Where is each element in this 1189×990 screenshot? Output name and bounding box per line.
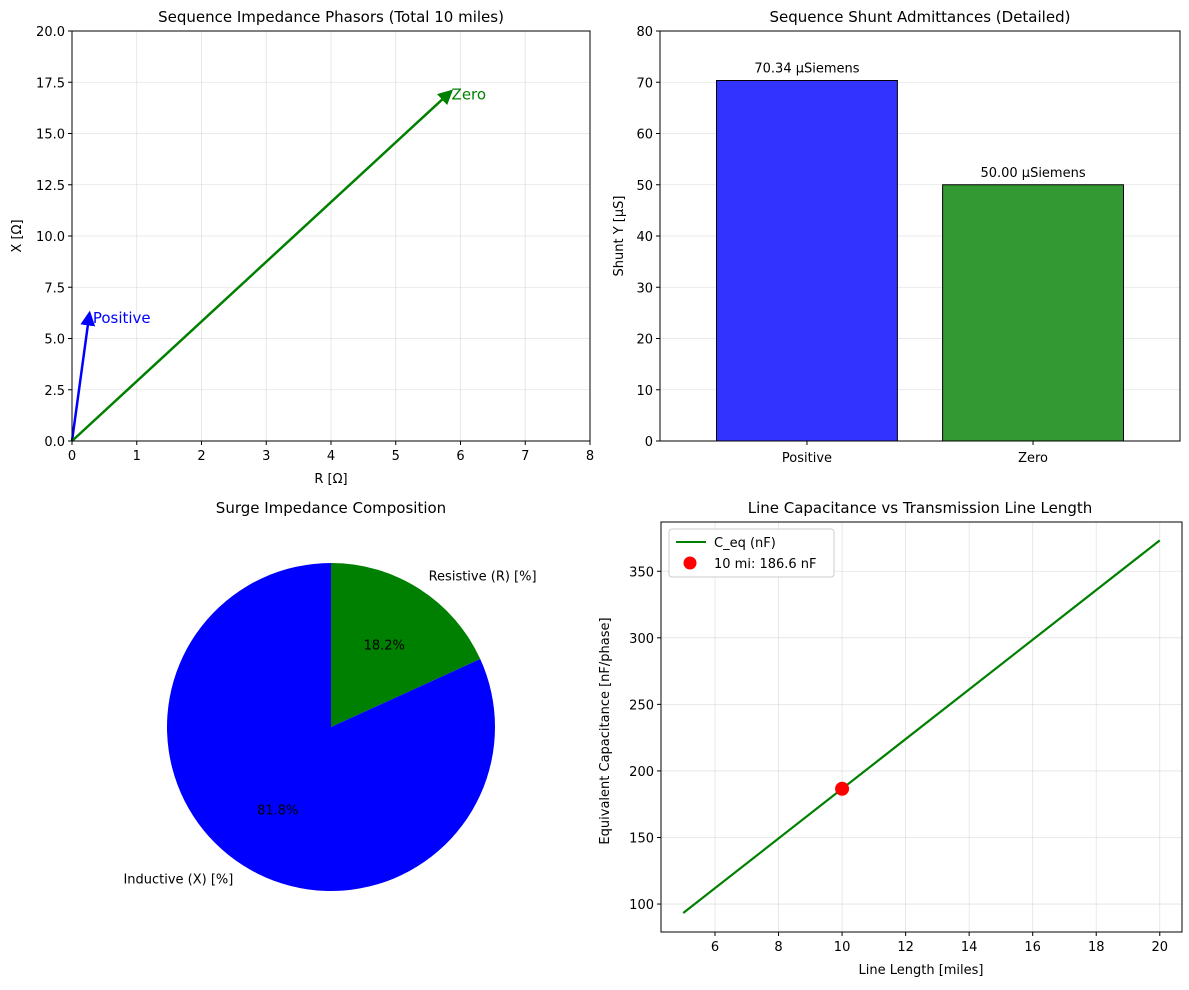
chart1-xtick-label: 0: [68, 449, 76, 464]
chart1-xtick-label: 6: [456, 449, 464, 464]
impedance-phasor-chart: Sequence Impedance Phasors (Total 10 mil…: [10, 8, 594, 487]
chart4-ylabel: Equivalent Capacitance [nF/phase]: [598, 617, 613, 844]
chart4-xlabel: Line Length [miles]: [859, 963, 984, 978]
chart4-xtick-label: 20: [1151, 940, 1168, 955]
chart1-frame: [71, 30, 591, 442]
bar-value-label-positive: 70.34 μSiemens: [754, 62, 859, 77]
chart4-ytick-label: 250: [629, 698, 654, 713]
pie-label-resistive: Resistive (R) [%]: [429, 569, 537, 584]
chart1-xtick-label: 7: [521, 449, 529, 464]
chart1-ytick-label: 15.0: [36, 128, 65, 143]
series-line-ceq: [682, 539, 1161, 914]
chart1-ytick-label: 17.5: [36, 76, 65, 91]
chart1-ytick-label: 5.0: [44, 333, 65, 348]
chart4-xtick-label: 18: [1088, 940, 1105, 955]
chart2-ytick-label: 40: [636, 230, 653, 245]
chart1-xtick-label: 4: [327, 449, 335, 464]
chart4-ytick-label: 200: [629, 765, 654, 780]
chart3-title: Surge Impedance Composition: [216, 499, 446, 517]
pie-slice-inductive: [167, 563, 495, 891]
chart2-ytick-label: 10: [636, 384, 653, 399]
chart2-ytick-label: 30: [636, 281, 653, 296]
chart4-title: Line Capacitance vs Transmission Line Le…: [748, 499, 1093, 517]
chart1-ytick-label: 0.0: [44, 435, 65, 450]
legend-label-marker: 10 mi: 186.6 nF: [714, 557, 817, 572]
chart2-ytick-label: 70: [636, 76, 653, 91]
pie-pct-inductive: 81.8%: [257, 804, 298, 819]
chart1-ytick-label: 12.5: [36, 179, 65, 194]
chart1-xtick-label: 2: [197, 449, 205, 464]
chart4-ytick-label: 300: [629, 632, 654, 647]
chart1-ytick-label: 20.0: [36, 25, 65, 40]
chart2-ytick-label: 0: [645, 435, 653, 450]
chart2-xtick-label-zero: Zero: [1018, 451, 1048, 466]
chart4-xtick-label: 8: [774, 940, 782, 955]
chart4-xtick-label: 14: [961, 940, 978, 955]
chart1-xtick-label: 8: [586, 449, 594, 464]
chart1-title: Sequence Impedance Phasors (Total 10 mil…: [158, 8, 504, 26]
surge-impedance-pie: Surge Impedance Composition 18.2% Resisti…: [123, 499, 537, 891]
chart2-title: Sequence Shunt Admittances (Detailed): [770, 8, 1071, 26]
pie-pct-resistive: 18.2%: [364, 638, 405, 653]
bar-positive: [716, 80, 898, 442]
chart2-ytick-label: 60: [636, 128, 653, 143]
pie-slice-resistive: [331, 563, 481, 727]
phasor-zero: [71, 89, 454, 442]
chart4-xtick-label: 12: [897, 940, 914, 955]
chart1-xtick-label: 3: [262, 449, 270, 464]
chart4-xtick-label: 6: [711, 940, 719, 955]
chart1-xtick-label: 1: [133, 449, 141, 464]
phasor-label-positive: Positive: [93, 309, 151, 327]
chart2-ytick-label: 50: [636, 179, 653, 194]
chart1-ytick-label: 2.5: [44, 384, 65, 399]
chart1-ytick-label: 7.5: [44, 281, 65, 296]
chart2-xtick-label-positive: Positive: [782, 451, 832, 466]
chart1-ylabel: X [Ω]: [10, 219, 25, 252]
legend-label-series: C_eq (nF): [714, 536, 776, 551]
chart2-ytick-label: 20: [636, 333, 653, 348]
capacitance-length-chart: Line Capacitance vs Transmission Line Le…: [598, 499, 1183, 978]
legend-marker-swatch: [683, 556, 697, 570]
chart1-xlabel: R [Ω]: [314, 472, 347, 487]
shunt-admittance-chart: Sequence Shunt Admittances (Detailed) 0 1…: [612, 8, 1181, 466]
chart4-ytick-label: 350: [629, 565, 654, 580]
chart1-ytick-label: 10.0: [36, 230, 65, 245]
chart4-xtick-label: 10: [834, 940, 851, 955]
chart4-frame: [660, 521, 1183, 933]
chart4-legend: C_eq (nF) 10 mi: 186.6 nF: [668, 528, 835, 578]
pie-label-inductive: Inductive (X) [%]: [123, 873, 233, 888]
bar-zero: [942, 184, 1124, 442]
chart2-ylabel: Shunt Y [μS]: [612, 196, 627, 277]
phasor-positive: [70, 310, 96, 442]
chart2-ytick-label: 80: [636, 25, 653, 40]
phasor-label-zero: Zero: [452, 86, 487, 104]
chart2-frame: [659, 30, 1181, 442]
chart1-xtick-label: 5: [392, 449, 400, 464]
marker-10mi-point: [835, 781, 850, 796]
chart4-ytick-label: 100: [629, 898, 654, 913]
bar-value-label-zero: 50.00 μSiemens: [980, 166, 1085, 181]
chart4-ytick-label: 150: [629, 831, 654, 846]
chart4-xtick-label: 16: [1024, 940, 1041, 955]
